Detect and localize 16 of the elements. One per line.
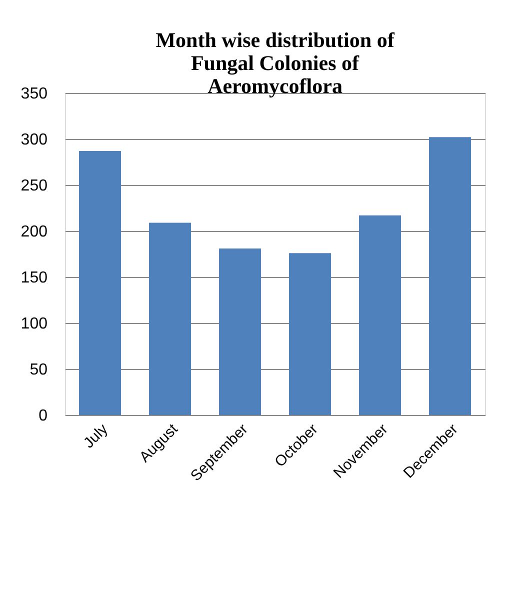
bar [149,222,191,415]
y-tick-label: 250 [20,178,48,194]
bar [79,150,121,415]
y-tick-label: 300 [20,132,48,148]
chart-title: Month wise distribution of Fungal Colonies of Aeromycoflora [156,28,396,98]
bar [289,253,331,415]
bar [219,248,261,415]
x-tick-label: July [80,420,112,452]
bar [429,137,471,415]
y-tick-label: 50 [30,362,48,378]
y-tick-label: 350 [20,86,48,102]
y-tick-label: 200 [20,224,48,240]
y-tick-label: 100 [20,316,48,332]
bar [359,215,401,415]
y-tick-label: 150 [20,270,48,286]
y-tick-label: 0 [38,408,48,424]
